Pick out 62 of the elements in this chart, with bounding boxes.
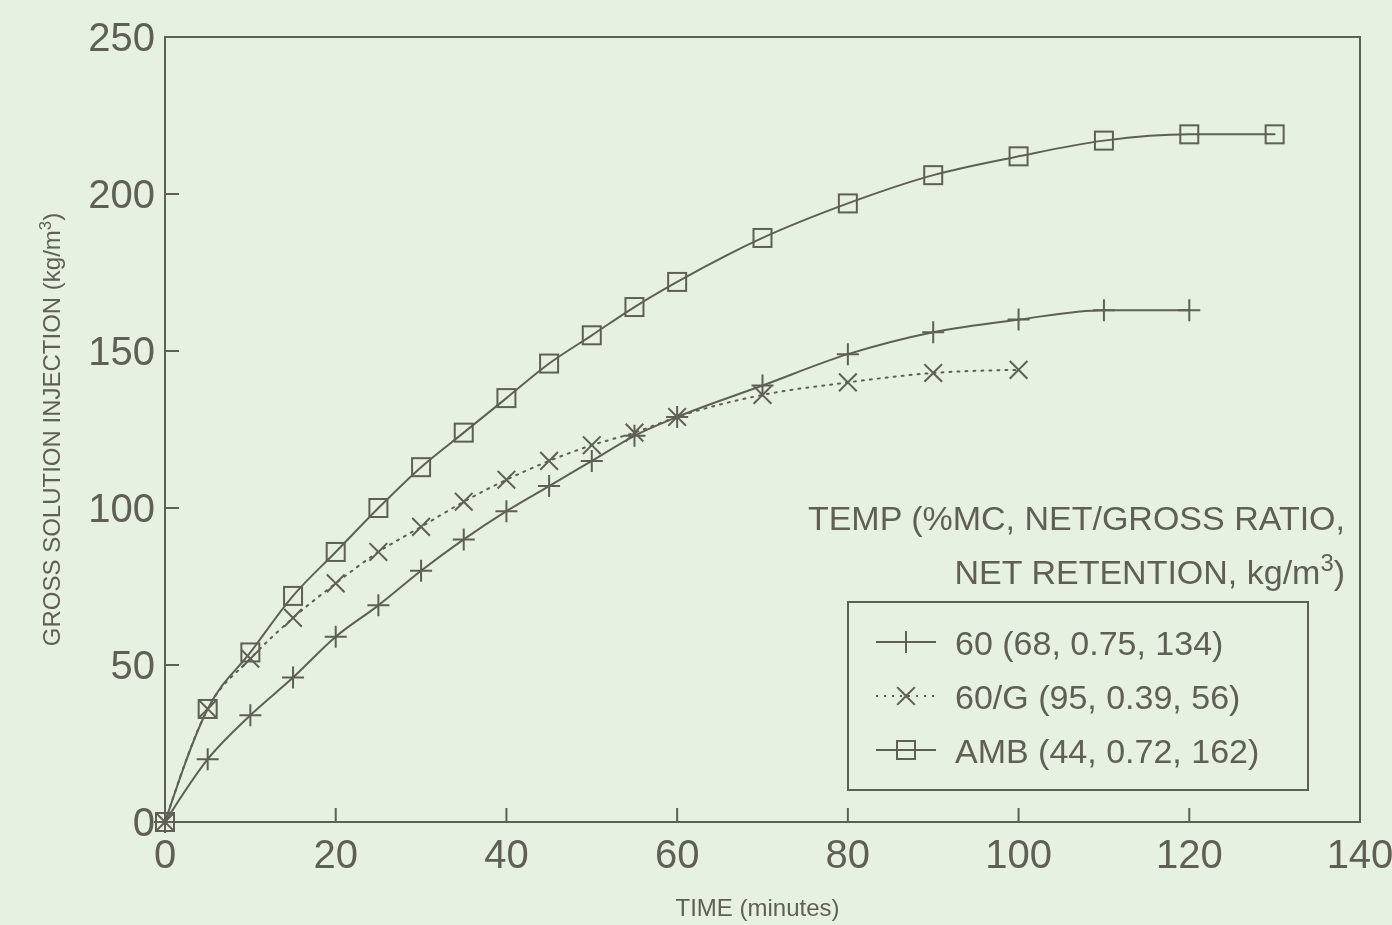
x-tick-label: 40	[484, 832, 529, 876]
point	[1179, 124, 1200, 145]
point	[836, 343, 859, 366]
point	[367, 594, 390, 617]
y-tick-label: 100	[88, 486, 155, 530]
point	[368, 542, 388, 562]
y-tick-label: 150	[88, 329, 155, 373]
point	[495, 500, 518, 523]
y-tick-label: 250	[88, 15, 155, 59]
point	[1009, 360, 1029, 380]
point	[283, 585, 304, 606]
point	[1008, 146, 1029, 167]
point	[539, 353, 560, 374]
point	[368, 498, 389, 518]
point	[539, 451, 559, 471]
point	[1093, 130, 1114, 151]
point	[837, 193, 858, 214]
x-tick-label: 140	[1326, 832, 1392, 876]
point	[1264, 124, 1285, 145]
point	[581, 325, 602, 346]
point	[325, 541, 346, 562]
point	[239, 704, 262, 727]
point	[582, 435, 602, 455]
point	[411, 457, 432, 478]
x-tick-label: 80	[825, 832, 871, 876]
point	[667, 271, 688, 292]
point	[454, 492, 474, 512]
point	[496, 388, 517, 409]
point	[282, 666, 305, 689]
y-tick-label: 200	[88, 172, 155, 216]
legend-title: TEMP (%MC, NET/GROSS RATIO, NET RETENTION, kg/m$^{3}$)	[807, 499, 1345, 591]
point	[838, 372, 858, 392]
legend-label: 60/G (95, 0.39, 56)	[955, 678, 1241, 716]
legend-label: AMB (44, 0.72, 162)	[955, 732, 1260, 770]
point	[624, 297, 645, 318]
point	[240, 642, 261, 663]
point	[538, 475, 561, 498]
point	[922, 321, 945, 344]
point	[453, 422, 474, 443]
x-tick-label: 120	[1155, 832, 1223, 876]
point	[326, 573, 346, 593]
point	[196, 748, 219, 771]
x-axis-title: TIME (minutes)	[675, 894, 840, 921]
point	[923, 363, 943, 383]
point	[1007, 308, 1030, 331]
legend-label: 60 (68, 0.75, 134)	[955, 624, 1224, 662]
y-tick-label: 0	[132, 800, 155, 844]
point	[283, 608, 303, 628]
x-tick-label: 100	[985, 832, 1052, 876]
point	[452, 528, 475, 551]
point	[580, 449, 603, 472]
y-tick-label: 50	[110, 643, 155, 687]
point	[324, 625, 347, 648]
point	[496, 470, 516, 490]
point	[923, 165, 944, 186]
point	[752, 227, 773, 248]
point	[1092, 299, 1115, 322]
x-tick-label: 60	[654, 832, 700, 876]
point	[410, 559, 433, 582]
point	[1178, 299, 1201, 322]
x-tick-label: 20	[313, 832, 358, 876]
point	[411, 517, 431, 537]
